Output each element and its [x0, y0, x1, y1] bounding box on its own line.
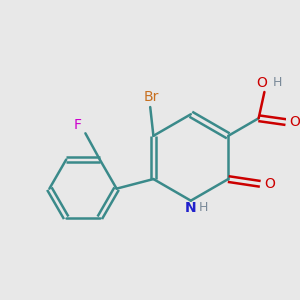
Text: Br: Br: [144, 90, 160, 104]
Text: O: O: [264, 177, 275, 191]
Text: O: O: [256, 76, 267, 90]
Text: H: H: [273, 76, 283, 89]
Text: O: O: [290, 115, 300, 129]
Text: F: F: [74, 118, 81, 132]
Text: H: H: [199, 201, 208, 214]
Text: N: N: [185, 201, 196, 215]
